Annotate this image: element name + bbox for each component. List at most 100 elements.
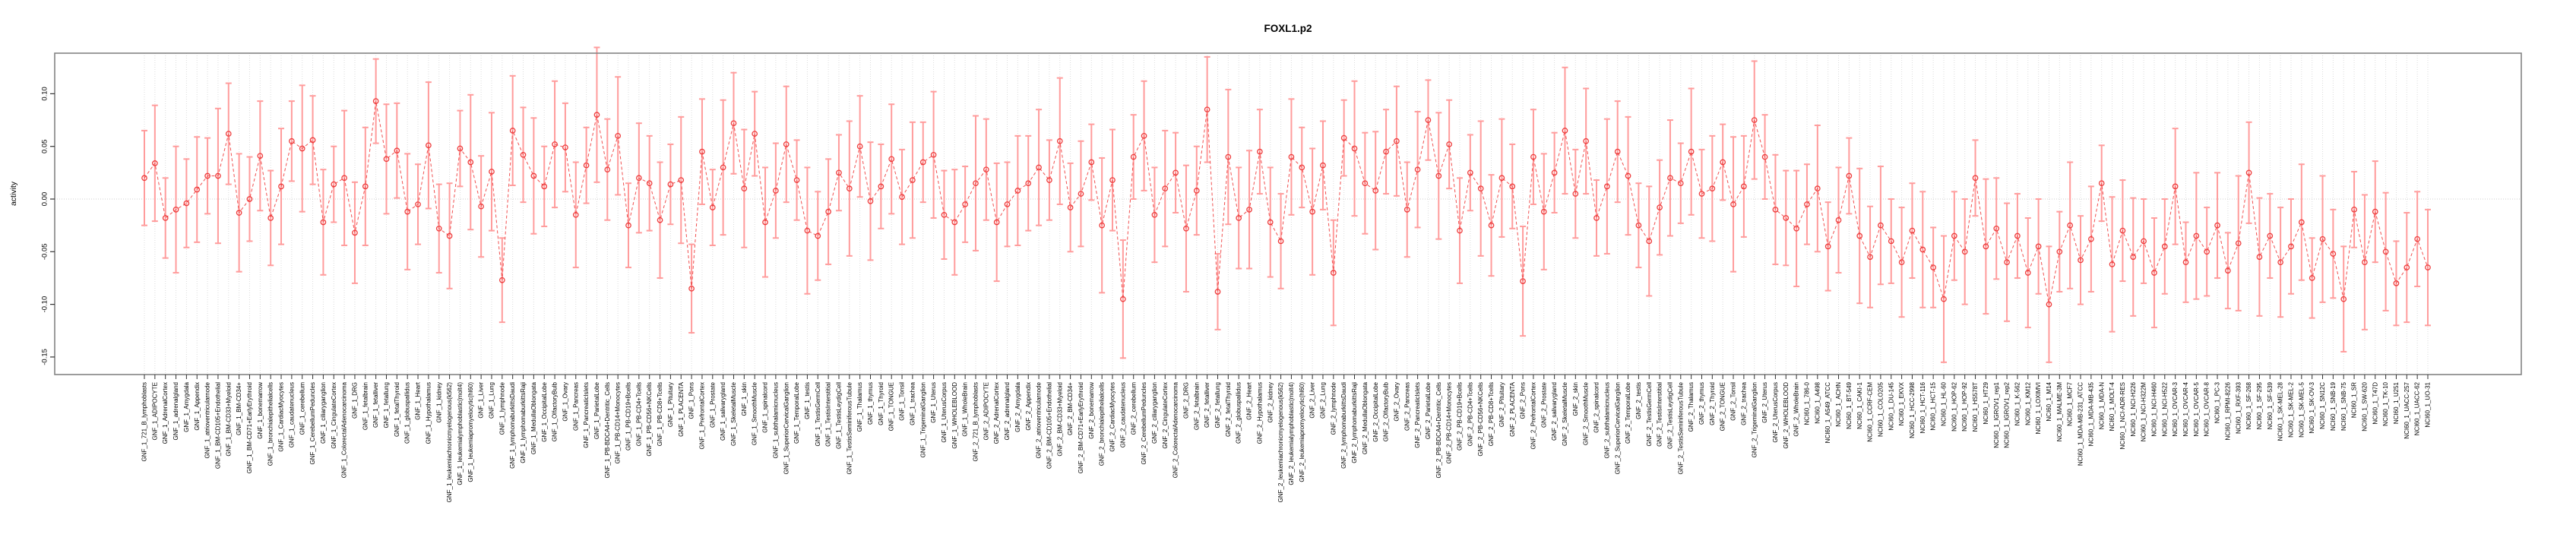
x-tick-label: GNF_2_PB-CD14+Monocytes: [1446, 382, 1453, 463]
data-point: [709, 204, 716, 210]
x-tick-label: GNF_2_Tonsil: [1730, 382, 1737, 421]
x-tick-label: GNF_2_SuperiorCervicalGanglion: [1614, 382, 1621, 474]
x-tick-label: NCI60_1_U251: [2393, 381, 2400, 424]
x-tick-label: GNF_2_testis: [1635, 382, 1642, 419]
x-tick-label: GNF_2_ColorectalAdenocarcinoma: [1172, 381, 1179, 478]
x-tick-label: GNF_2_OccipitalLobe: [1372, 381, 1379, 441]
data-point: [678, 177, 685, 183]
data-point: [2330, 251, 2337, 257]
data-point: [2245, 169, 2252, 176]
x-tick-label: GNF_2_CardiacMyocytes: [1109, 382, 1116, 452]
x-tick-label: GNF_2_ParietalLobe: [1425, 381, 1432, 439]
data-point: [973, 180, 979, 187]
data-point: [646, 180, 653, 187]
x-tick-label: GNF_1_thymus: [867, 382, 874, 425]
data-point: [1320, 162, 1326, 169]
x-tick-label: GNF_1_TestisGermCell: [815, 382, 821, 447]
x-tick-label: GNF_2_Liver: [1309, 382, 1316, 419]
data-point: [1162, 185, 1169, 191]
data-point: [636, 175, 642, 182]
x-tick-label: NCI60_1_MOLT-4: [2109, 381, 2116, 431]
x-tick-label: GNF_1_CardiacMyocytes: [278, 382, 285, 452]
x-tick-label: GNF_2_cerebellum: [1130, 382, 1137, 435]
x-tick-label: GNF_2_TemporalLobe: [1625, 381, 1631, 443]
x-tick-label: GNF_1_fetalliver: [372, 382, 379, 428]
data-point: [2414, 236, 2421, 242]
x-tick-label: GNF_2_TestisLeydigCell: [1667, 382, 1674, 449]
data-point: [2172, 183, 2179, 190]
x-tick-label: NCI60_1_MALME-3M: [2056, 382, 2063, 442]
data-point: [1635, 222, 1642, 229]
data-point: [2382, 248, 2389, 255]
data-point: [1130, 153, 1137, 160]
data-point: [815, 232, 821, 239]
x-tick-label: GNF_2_lymphomaburkittsDaudi: [1340, 382, 1347, 469]
x-tick-label: GNF_1_lymphnode: [498, 381, 505, 435]
x-tick-label: NCI60_1_OVCAR-5: [2193, 381, 2200, 436]
data-point: [1919, 246, 1926, 253]
data-point: [2067, 222, 2074, 229]
x-tick-label: GNF_1_SuperiorCervicalGanglion: [783, 382, 790, 474]
data-point: [730, 120, 737, 127]
data-point: [762, 219, 768, 226]
x-tick-label: GNF_2_fetalliver: [1204, 382, 1210, 428]
x-tick-label: NCI60_1_SNB-19: [2330, 381, 2337, 431]
data-point: [2225, 267, 2231, 274]
data-point: [1172, 169, 1179, 176]
x-tick-label: GNF_2_PB-CD8+Tcells: [1488, 382, 1495, 446]
x-tick-label: GNF_2_Appendix: [1025, 382, 1032, 431]
x-tick-label: GNF_2_TONGUE: [1720, 382, 1726, 431]
x-tick-label: NCI60_1_NCI-H522: [2161, 381, 2168, 436]
x-tick-label: GNF_2_TestisSeminiferousTubule: [1677, 381, 1684, 474]
data-point: [1362, 180, 1369, 187]
x-tick-label: NCI60_1_A549_ATCC: [1824, 382, 1831, 444]
x-tick-label: NCI60_1_MDA-N: [2098, 382, 2105, 429]
x-tick-label: GNF_1_AdrenalCortex: [162, 382, 169, 444]
data-point: [1488, 222, 1495, 229]
data-point: [783, 141, 790, 147]
x-tick-label: NCI60_1_CCRF-CEM: [1867, 382, 1874, 442]
x-tick-label: NCI60_1_A498: [1814, 381, 1821, 423]
data-point: [352, 229, 358, 236]
data-point: [498, 277, 505, 283]
x-tick-label: GNF_2_MedullaOblongata: [1362, 381, 1369, 454]
data-point: [604, 166, 611, 173]
data-point: [930, 151, 937, 158]
data-point: [2204, 248, 2210, 255]
data-point: [741, 185, 748, 191]
data-point: [2404, 264, 2410, 270]
x-tick-label: GNF_2_WHOLEBLOOD: [1783, 382, 1790, 449]
x-tick-label: GNF_2_ADIPOCYTE: [983, 382, 989, 440]
data-point: [793, 177, 800, 183]
data-point: [888, 156, 895, 163]
data-point: [1814, 185, 1821, 191]
x-tick-label: NCI60_1_SK-OV-3: [2309, 381, 2315, 433]
data-point: [1667, 175, 1673, 182]
x-tick-label: NCI60_1_HCT-15: [1930, 381, 1937, 430]
x-tick-label: GNF_1_PB-CD19+Bcells: [625, 382, 632, 451]
data-point: [919, 159, 926, 166]
x-tick-label: GNF_2_kidney: [1267, 382, 1274, 422]
data-point: [141, 175, 147, 182]
x-tick-label: GNF_1_Thalamus: [856, 382, 863, 432]
data-point: [1025, 180, 1032, 187]
x-tick-label: GNF_1_CerebellumPeduncles: [309, 382, 316, 465]
x-tick-label: GNF_2_PrefrontalCortex: [1530, 382, 1536, 449]
data-point: [1783, 215, 1790, 221]
x-tick-label: GNF_2_Pons: [1520, 382, 1527, 419]
data-point: [1036, 164, 1042, 171]
x-tick-label: GNF_2_caudatenucleus: [1119, 382, 1126, 447]
x-tick-label: GNF_2_adrenalgland: [1004, 382, 1011, 441]
data-point: [804, 227, 811, 234]
data-point: [1141, 132, 1147, 139]
x-tick-label: GNF_2_PLACENTA: [1509, 381, 1516, 437]
x-tick-label: NCI60_1_KM12: [2024, 381, 2031, 425]
data-point: [2393, 280, 2400, 286]
x-tick-label: GNF_1_DRG: [352, 382, 359, 419]
data-point: [236, 210, 242, 216]
x-tick-label: GNF_1_leukemialymphoblastic(molt4): [457, 382, 464, 485]
data-point: [552, 141, 558, 147]
x-tick-label: NCI60_1_MDA-MB-435: [2087, 381, 2094, 446]
data-point: [1930, 264, 1936, 270]
